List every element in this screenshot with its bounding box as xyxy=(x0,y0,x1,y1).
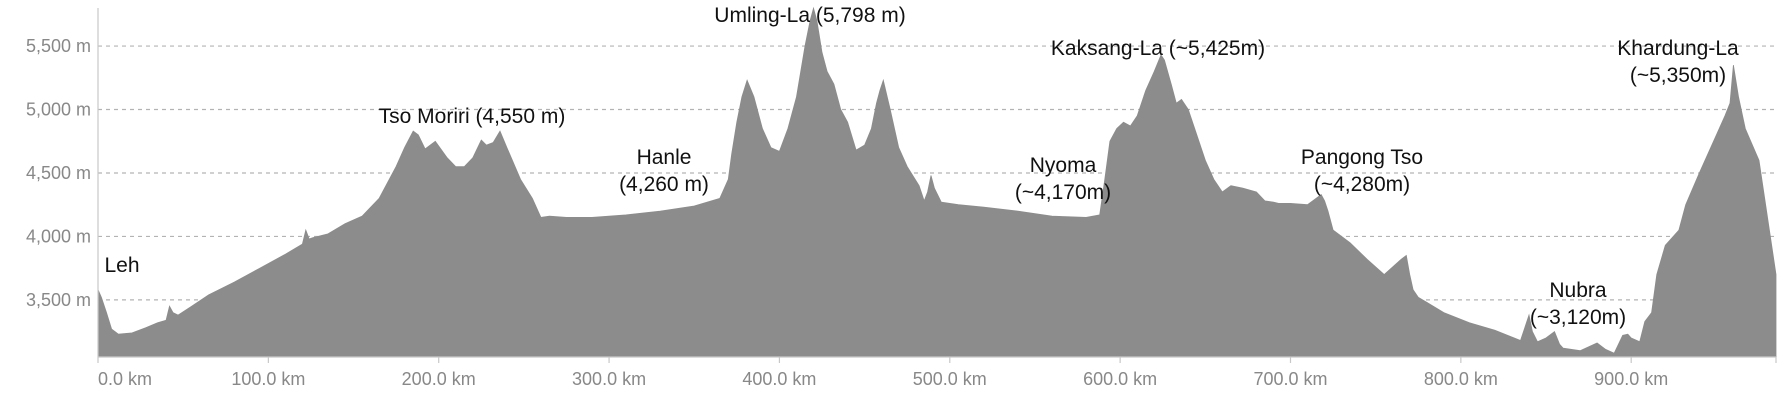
annotation-label: (~4,280m) xyxy=(1314,173,1410,196)
place-annotations: Leh Tso Moriri (4,550 m) Hanle (4,260 m) Uml… xyxy=(104,4,1739,329)
x-tick-label: 500.0 km xyxy=(913,369,987,389)
x-tick-label: 400.0 km xyxy=(742,369,816,389)
y-tick-label: 5,000 m xyxy=(26,100,91,120)
annotation-label: Nubra xyxy=(1549,279,1607,302)
annotation-label: Umling-La (5,798 m) xyxy=(714,4,905,27)
x-tick-label: 600.0 km xyxy=(1083,369,1157,389)
annotation-label: Nyoma xyxy=(1030,154,1097,177)
x-tick-label: 100.0 km xyxy=(231,369,305,389)
x-tick-label: 800.0 km xyxy=(1424,369,1498,389)
x-tick-label: 700.0 km xyxy=(1253,369,1327,389)
annotation-label: (4,260 m) xyxy=(619,173,709,196)
y-tick-label: 3,500 m xyxy=(26,290,91,310)
elevation-area-layer xyxy=(97,6,1777,358)
elevation-area xyxy=(97,6,1777,358)
annotation-label: (~3,120m) xyxy=(1530,306,1626,329)
x-tick-label: 300.0 km xyxy=(572,369,646,389)
annotation-label: Leh xyxy=(104,254,139,277)
annotation-label: Khardung-La xyxy=(1617,37,1739,60)
y-tick-label: 4,000 m xyxy=(26,226,91,246)
x-tick-label: 0.0 km xyxy=(98,369,152,389)
annotation-label: Pangong Tso xyxy=(1301,146,1423,169)
annotation-label: (~5,350m) xyxy=(1630,64,1726,87)
x-tick-label: 200.0 km xyxy=(402,369,476,389)
x-axis-ticks: 0.0 km 100.0 km 200.0 km 300.0 km 400.0 km 50… xyxy=(97,357,1777,389)
y-tick-label: 4,500 m xyxy=(26,163,91,183)
annotation-label: Kaksang-La (~5,425m) xyxy=(1051,37,1265,60)
annotation-label: (~4,170m) xyxy=(1015,181,1111,204)
y-tick-label: 5,500 m xyxy=(26,36,91,56)
x-tick-label: 900.0 km xyxy=(1594,369,1668,389)
axes xyxy=(97,8,1776,358)
annotation-label: Hanle xyxy=(637,146,692,169)
y-axis-ticks: 3,500 m 4,000 m 4,500 m 5,000 m 5,500 m xyxy=(26,36,91,310)
annotation-label: Tso Moriri (4,550 m) xyxy=(379,105,566,128)
